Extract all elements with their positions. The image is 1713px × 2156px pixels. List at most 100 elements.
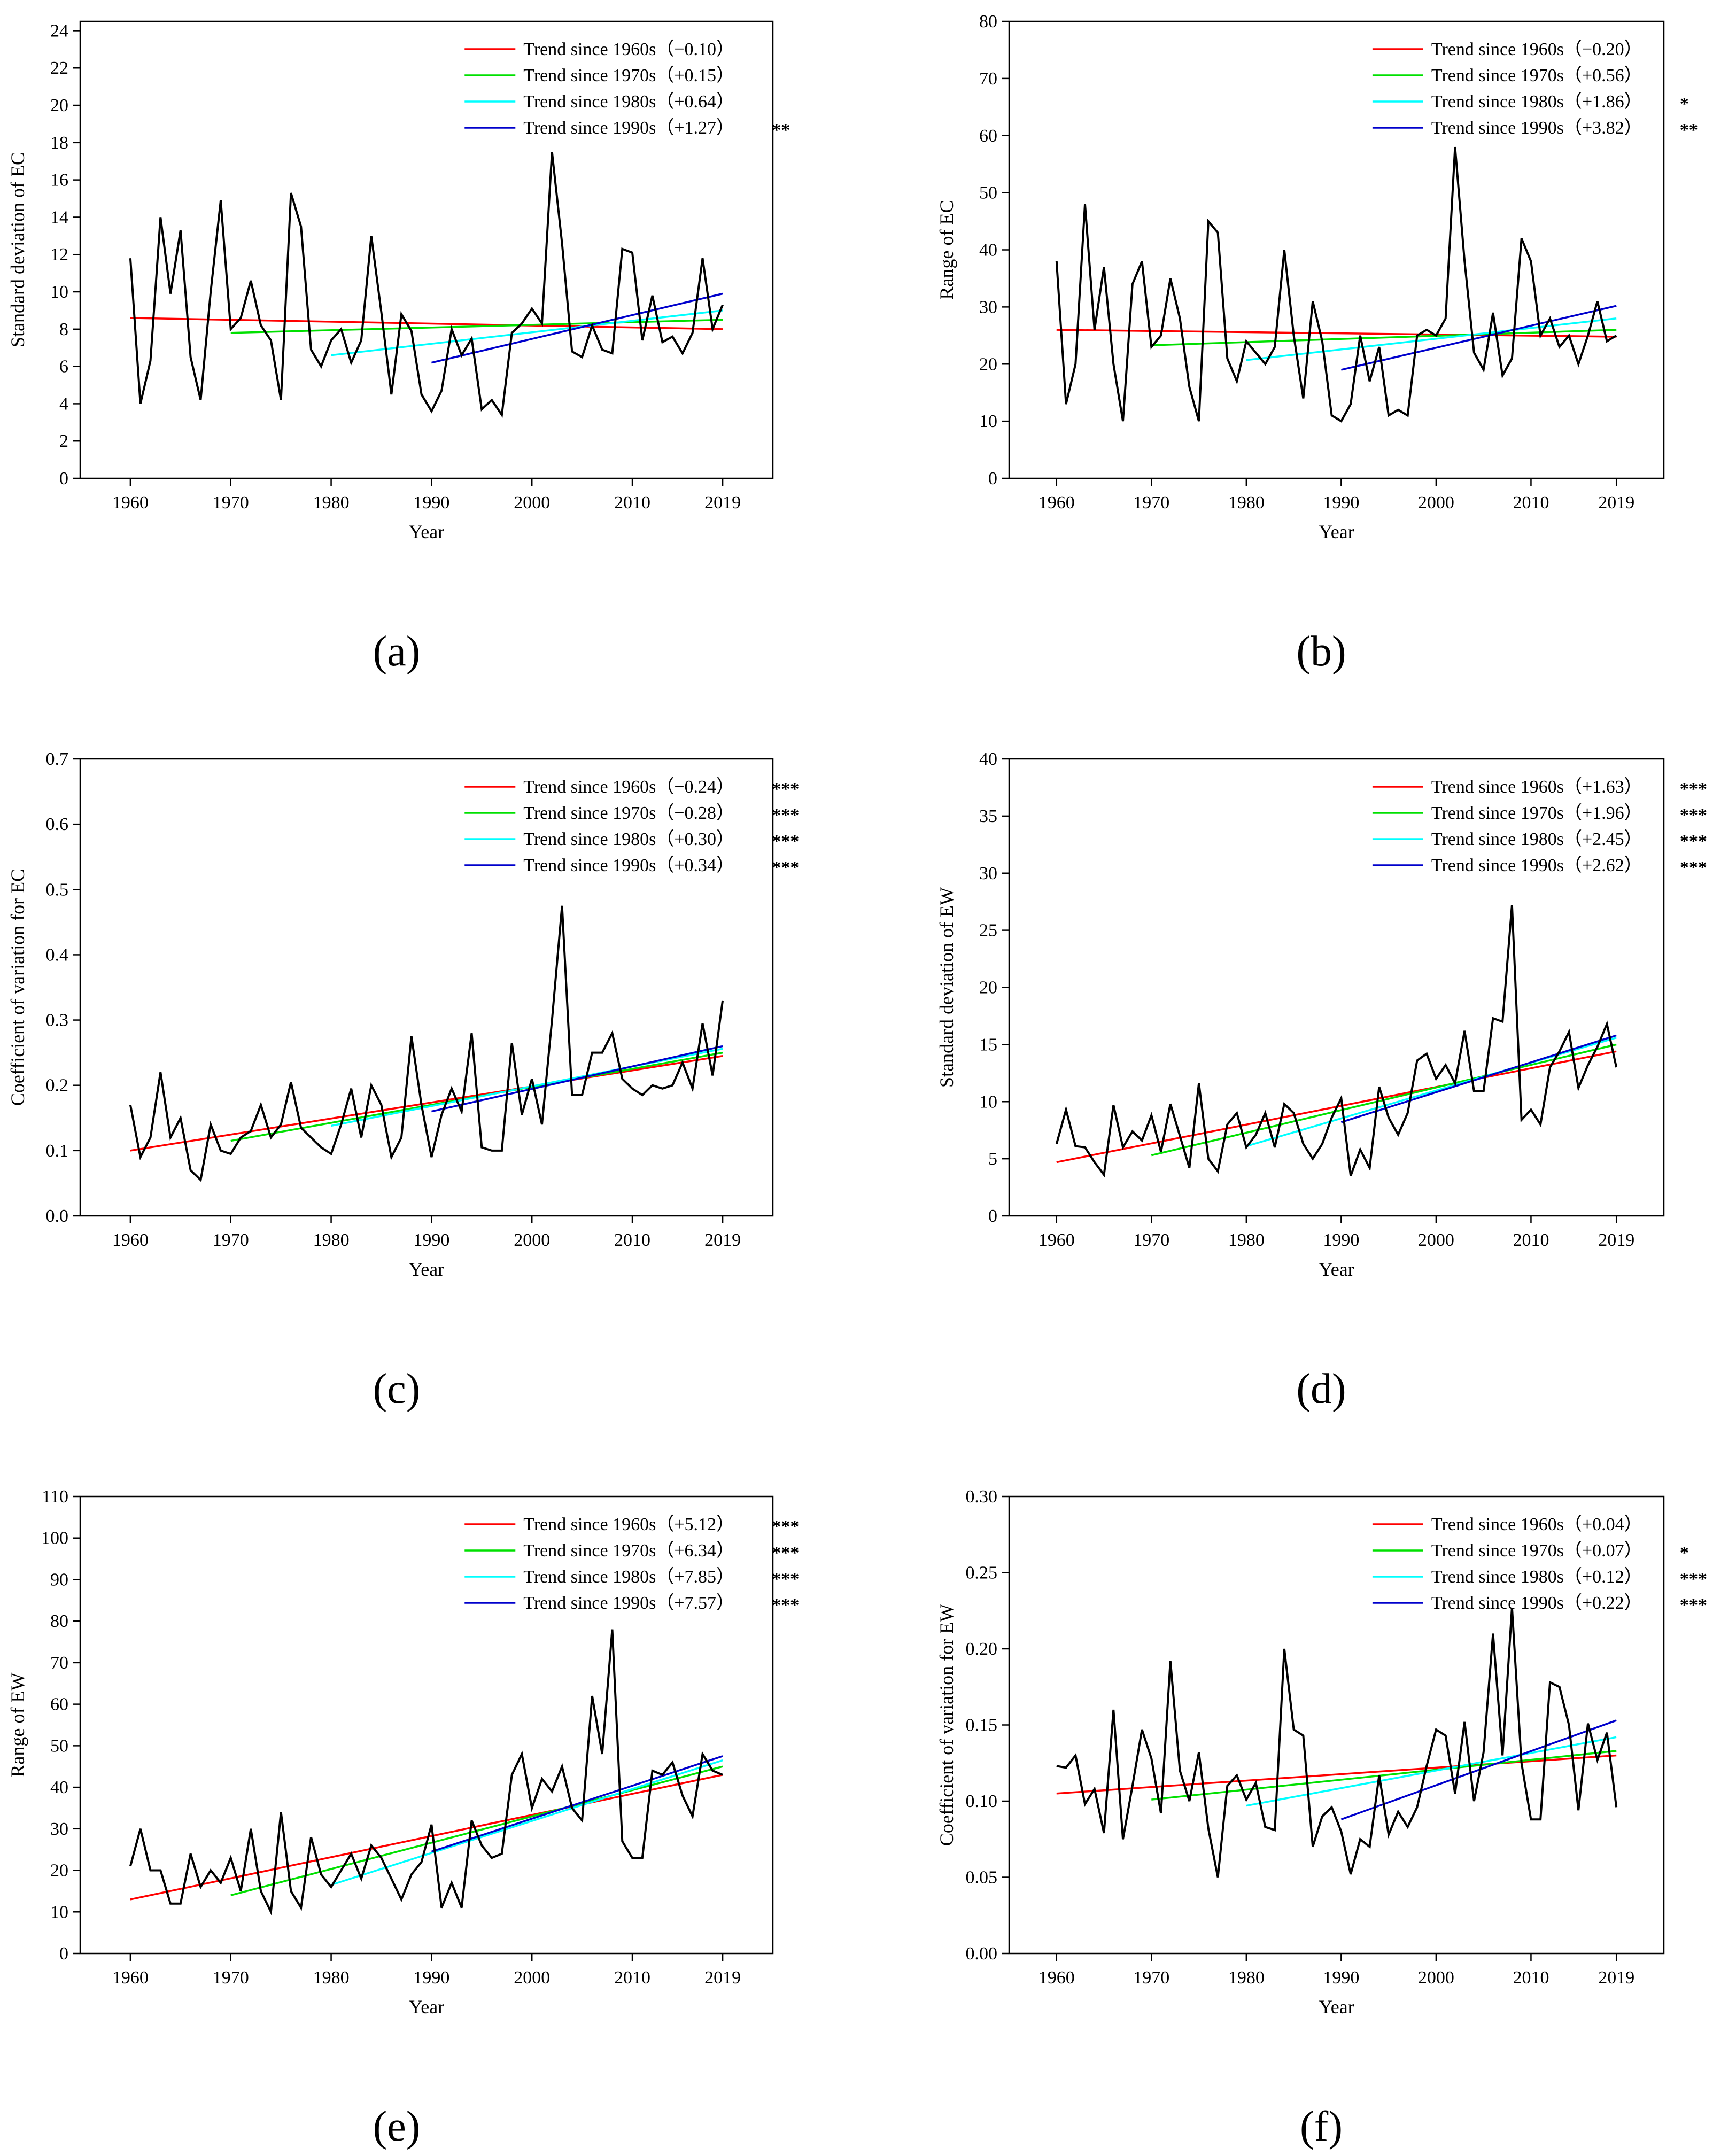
chart-a-ytick-label: 8: [59, 320, 68, 339]
chart-f-xlabel: Year: [1319, 1996, 1354, 2018]
chart-e-legend-significance: ***: [772, 1543, 799, 1563]
chart-c-xlabel: Year: [409, 1259, 444, 1280]
chart-b-ytick-label: 70: [979, 69, 997, 89]
chart-b-plot-frame: [1008, 20, 1665, 479]
chart-a-trend-line-1990s: [431, 292, 723, 364]
chart-c-trend-line-1990s: [431, 1045, 723, 1113]
chart-c-ytick-label: 0.2: [46, 1076, 69, 1096]
chart-d-xtick-label: 1970: [1133, 1230, 1169, 1250]
caption-c: (c): [373, 1366, 421, 1413]
chart-b-xtick-label: 1990: [1323, 493, 1359, 513]
chart-a-ytick-label: 20: [50, 96, 68, 115]
chart-f-xtick-label: 2019: [1598, 1968, 1634, 1988]
chart-d-xlabel: Year: [1319, 1259, 1354, 1280]
chart-b-ytick-label: 40: [979, 241, 997, 260]
chart-d-xtick-label: 1980: [1228, 1230, 1265, 1250]
chart-a-xtick-label: 1990: [413, 493, 449, 513]
chart-b-xlabel: Year: [1319, 521, 1354, 542]
chart-e-ytick-label: 90: [50, 1570, 68, 1589]
chart-b-ytick-label: 20: [979, 354, 997, 374]
chart-d-xtick-label: 2010: [1513, 1230, 1549, 1250]
chart-f-xtick-label: 1970: [1133, 1968, 1169, 1988]
chart-e-trend-line-1990s: [431, 1755, 723, 1853]
chart-b-trend-line-1980s: [1246, 317, 1617, 361]
chart-e-xlabel: Year: [409, 1996, 444, 2018]
chart-c-xtick-label: 1970: [213, 1230, 249, 1250]
chart-b-ytick-label: 80: [979, 12, 997, 32]
chart-c-ytick-label: 0.7: [46, 749, 69, 769]
chart-f-legend-label: Trend since 1970s（+0.07）: [1431, 1540, 1642, 1561]
chart-b-xtick-label: 2010: [1513, 493, 1549, 513]
chart-a-ytick-label: 22: [50, 58, 68, 78]
chart-d-trend-line-1990s: [1340, 1034, 1617, 1123]
chart-f-observed-series-line: [1056, 1607, 1618, 1878]
chart-d-ytick-label: 25: [979, 921, 997, 941]
chart-e-legend-label: Trend since 1970s（+6.34）: [523, 1540, 734, 1561]
chart-c-legend-significance: ***: [772, 832, 799, 851]
chart-a-ylabel: Standard deviation of EC: [7, 152, 28, 347]
chart-e-ytick-label: 10: [50, 1902, 68, 1922]
chart-a-observed-series-line: [129, 152, 724, 418]
chart-f-ytick-label: 0.00: [966, 1944, 998, 1964]
chart-a-legend-significance: **: [772, 120, 790, 140]
chart-b-xtick-label: 1980: [1228, 493, 1265, 513]
chart-f-ytick-label: 0.10: [966, 1792, 998, 1811]
chart-b-legend-label: Trend since 1960s（−0.20）: [1431, 39, 1642, 59]
chart-d-ytick-label: 40: [979, 749, 997, 769]
chart-f-legend-label: Trend since 1960s（+0.04）: [1431, 1514, 1642, 1534]
chart-f-plot-frame: [1008, 1495, 1665, 1955]
chart-c-legend-label: Trend since 1960s（−0.24）: [523, 777, 734, 797]
chart-a-legend-label: Trend since 1990s（+1.27）: [523, 118, 734, 138]
chart-a-plot-frame: [79, 20, 774, 479]
chart-b-ytick-label: 10: [979, 412, 997, 431]
chart-e-legend-label: Trend since 1960s（+5.12）: [523, 1514, 734, 1534]
chart-d-legend-significance: ***: [1680, 832, 1707, 851]
chart-c-legend-label: Trend since 1970s（−0.28）: [523, 803, 734, 823]
chart-c-ytick-label: 0.6: [46, 815, 69, 834]
chart-a-ytick-label: 0: [59, 469, 68, 488]
chart-d-ytick-label: 10: [979, 1092, 997, 1112]
chart-d-ylabel: Standard deviation of EW: [936, 887, 957, 1088]
chart-d-observed-series-line: [1055, 905, 1618, 1178]
chart-b-trend-line-1990s: [1340, 305, 1617, 371]
chart-e-ytick-label: 80: [50, 1611, 68, 1631]
chart-c-xtick-label: 2010: [614, 1230, 650, 1250]
panel-c: 0.0 0.1 0.2 0.3 0.4 0.5 0.6 0.7 1960 1970 1980 1990…: [7, 749, 799, 1280]
chart-e-plot-frame: [79, 1495, 774, 1955]
chart-a-xlabel: Year: [409, 521, 444, 542]
chart-c-legend-significance: ***: [772, 779, 799, 799]
chart-f-xtick-label: 1960: [1038, 1968, 1075, 1988]
chart-c-observed-series-line: [129, 905, 724, 1182]
chart-d-legend-label: Trend since 1960s（+1.63）: [1431, 777, 1642, 797]
chart-f-legend-significance: ***: [1680, 1595, 1707, 1615]
chart-a-legend-label: Trend since 1980s（+0.64）: [523, 91, 734, 112]
chart-a-xtick-label: 2000: [514, 493, 550, 513]
chart-f-xtick-label: 1990: [1323, 1968, 1359, 1988]
chart-b-ylabel: Range of EC: [936, 200, 957, 300]
chart-a-ytick-label: 24: [50, 21, 68, 41]
chart-e-legend-label: Trend since 1980s（+7.85）: [523, 1566, 734, 1587]
chart-b-ytick-label: 30: [979, 297, 997, 317]
chart-b-xtick-label: 2019: [1598, 493, 1634, 513]
chart-c-ytick-label: 0.0: [46, 1206, 69, 1226]
chart-e-ytick-label: 60: [50, 1695, 68, 1715]
chart-e-legend-significance: ***: [772, 1595, 799, 1615]
chart-f-legend-label: Trend since 1980s（+0.12）: [1431, 1566, 1642, 1587]
chart-d-ytick-label: 5: [988, 1149, 997, 1169]
chart-d-legend-significance: ***: [1680, 779, 1707, 799]
chart-d-xtick-label: 2000: [1418, 1230, 1454, 1250]
chart-d-xtick-label: 2019: [1598, 1230, 1634, 1250]
panel-d: 0 5 10 15 20 25 30 35 40 1960 1970 1980 1990 2000 2010…: [936, 749, 1707, 1280]
chart-e-xtick-label: 1980: [313, 1968, 350, 1988]
chart-f-ytick-label: 0.20: [966, 1639, 998, 1659]
chart-c-xtick-label: 1990: [413, 1230, 449, 1250]
chart-a-ytick-label: 16: [50, 170, 68, 190]
chart-b-ytick-label: 50: [979, 183, 997, 203]
chart-f-legend-significance: *: [1680, 1543, 1689, 1563]
chart-d-legend-label: Trend since 1990s（+2.62）: [1431, 855, 1642, 875]
chart-e-xtick-label: 1990: [413, 1968, 449, 1988]
chart-a-xtick-label: 1980: [313, 493, 350, 513]
chart-a-ytick-label: 2: [59, 431, 68, 451]
